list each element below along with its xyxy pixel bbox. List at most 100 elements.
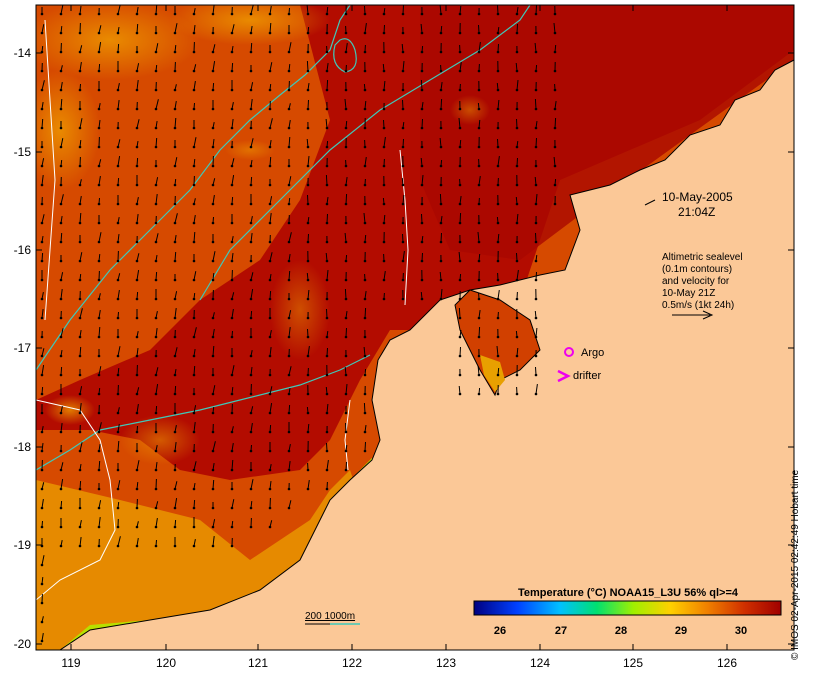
velocity-arrow-tail (97, 12, 101, 16)
velocity-arrow (344, 366, 347, 376)
velocity-arrow-tail (496, 126, 500, 130)
cool-water-patch (36, 5, 200, 80)
velocity-arrow-tail (192, 145, 196, 149)
velocity-arrow-tail (325, 259, 329, 263)
velocity-arrow-tail (97, 449, 101, 453)
velocity-arrow-tail (192, 430, 196, 434)
velocity-arrow (79, 118, 83, 129)
velocity-arrow (439, 5, 442, 15)
velocity-arrow-tail (40, 145, 44, 149)
altimetry-note-line: 10-May 21Z (662, 288, 715, 299)
velocity-arrow (535, 194, 538, 205)
velocity-arrow (174, 23, 178, 34)
velocity-arrow-tail (287, 449, 291, 453)
velocity-arrow (383, 214, 386, 224)
velocity-arrow-tail (496, 31, 500, 35)
velocity-arrow-tail (192, 316, 196, 320)
velocity-arrow (383, 137, 386, 148)
velocity-arrow (136, 23, 139, 34)
velocity-arrow-tail (477, 145, 481, 149)
velocity-arrow-tail (325, 449, 329, 453)
velocity-arrow (193, 25, 196, 34)
velocity-arrow-tail (192, 468, 196, 472)
velocity-arrow-tail (477, 316, 481, 320)
velocity-arrow-tail (420, 126, 424, 130)
velocity-arrow-tail (135, 31, 139, 35)
velocity-arrow-tail (78, 50, 82, 54)
velocity-arrow-tail (344, 297, 348, 301)
lon-label: 120 (156, 656, 176, 670)
velocity-arrow-tail (230, 145, 234, 149)
velocity-arrow-tail (173, 525, 177, 529)
velocity-arrow-tail (344, 411, 348, 415)
velocity-arrow-tail (154, 50, 158, 54)
velocity-arrow-tail (173, 107, 177, 111)
argo-marker[interactable] (564, 347, 574, 357)
velocity-arrow-tail (515, 240, 519, 244)
velocity-arrow (534, 42, 537, 53)
velocity-arrow (458, 385, 461, 395)
velocity-arrow-tail (211, 411, 215, 415)
velocity-arrow-tail (154, 297, 158, 301)
velocity-arrow-tail (382, 240, 386, 244)
velocity-arrow-tail (135, 88, 139, 92)
velocity-arrow (117, 139, 121, 148)
velocity-arrow (60, 194, 64, 205)
velocity-arrow-tail (458, 88, 462, 92)
velocity-arrow-tail (97, 88, 101, 92)
velocity-arrow-tail (230, 259, 234, 263)
colorbar-tick: 28 (615, 625, 627, 637)
velocity-arrow (155, 137, 158, 148)
velocity-arrow-tail (173, 354, 177, 358)
velocity-arrow-tail (192, 278, 196, 282)
velocity-arrow-tail (515, 183, 519, 187)
velocity-arrow (306, 5, 309, 15)
velocity-arrow (402, 5, 404, 15)
velocity-arrow-tail (458, 392, 462, 396)
velocity-arrow-tail (496, 88, 500, 92)
velocity-arrow-tail (287, 107, 291, 111)
velocity-arrow (41, 158, 45, 167)
velocity-arrow-tail (135, 487, 139, 491)
velocity-arrow (402, 61, 405, 72)
velocity-arrow-tail (287, 126, 291, 130)
velocity-arrow-tail (477, 202, 481, 206)
lat-label: -20 (14, 637, 32, 651)
velocity-arrow-tail (534, 126, 538, 130)
velocity-arrow-tail (363, 88, 367, 92)
velocity-arrow-tail (116, 525, 120, 529)
drifter-marker[interactable] (557, 369, 571, 383)
velocity-arrow-tail (515, 126, 519, 130)
velocity-arrow-tail (306, 487, 310, 491)
velocity-arrow (231, 443, 234, 452)
velocity-arrow (98, 326, 101, 338)
velocity-arrow (193, 231, 196, 243)
velocity-arrow-tail (268, 202, 272, 206)
velocity-arrow-tail (40, 107, 44, 111)
lat-label: -18 (14, 440, 32, 454)
velocity-arrow-tail (135, 69, 139, 73)
lon-label: 124 (530, 656, 550, 670)
velocity-arrow (326, 213, 328, 224)
velocity-arrow-tail (78, 31, 82, 35)
altimetry-note-line: Altimetric sealevel (662, 252, 743, 263)
velocity-arrow-tail (306, 126, 310, 130)
isobath-legend-label: 200 1000m (305, 611, 355, 622)
velocity-arrow (231, 365, 235, 376)
velocity-arrow (60, 462, 64, 471)
velocity-arrow (41, 633, 44, 642)
velocity-arrow-tail (135, 430, 139, 434)
velocity-arrow (288, 327, 291, 338)
velocity-arrow (41, 175, 44, 186)
velocity-arrow-tail (477, 88, 481, 92)
velocity-arrow-tail (116, 164, 120, 168)
velocity-arrow (535, 384, 538, 395)
velocity-arrow (174, 117, 177, 129)
velocity-arrow-tail (306, 430, 310, 434)
velocity-arrow-tail (192, 544, 196, 548)
velocity-arrow-tail (97, 430, 101, 434)
velocity-arrow-tail (78, 107, 82, 111)
velocity-arrow-tail (211, 259, 215, 263)
velocity-arrow-tail (382, 164, 386, 168)
velocity-arrow-tail (287, 392, 291, 396)
